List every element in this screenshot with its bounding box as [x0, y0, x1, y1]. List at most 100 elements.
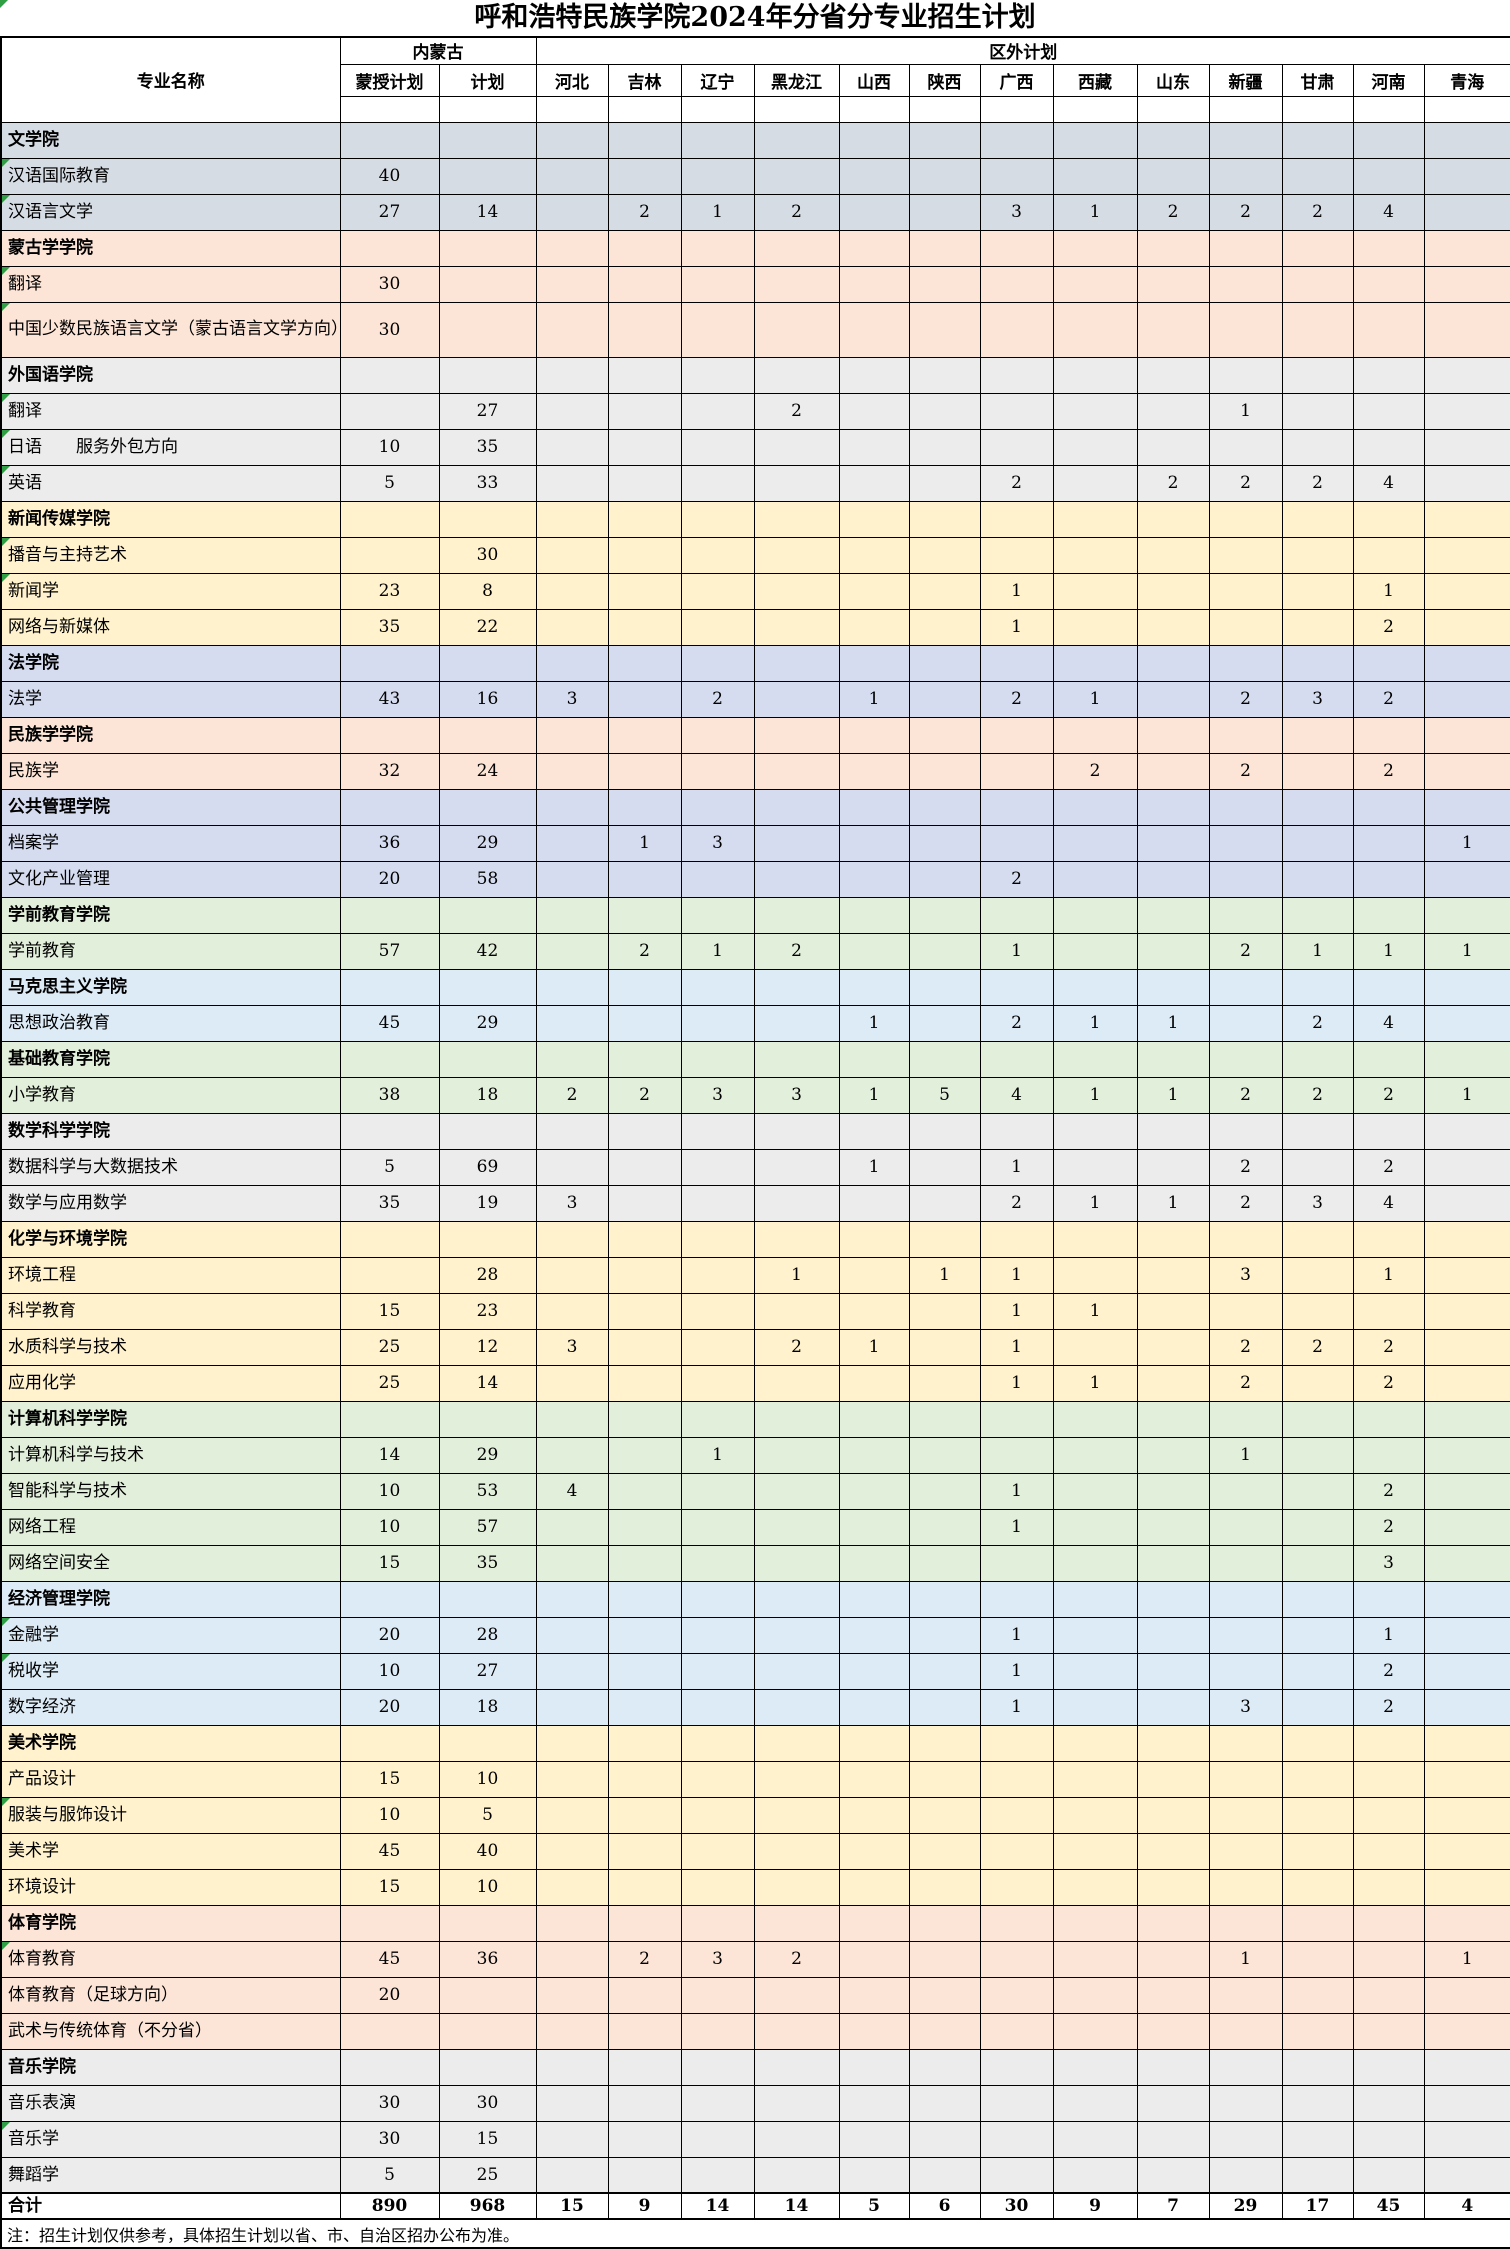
major-name-cell: 服装与服饰设计 [0, 1796, 341, 1834]
mengshou-plan-cell: 36 [339, 824, 440, 862]
province-plan-cell: 9 [607, 2192, 682, 2220]
province-plan-cell [1136, 932, 1210, 970]
province-plan-cell [908, 1400, 981, 1438]
jihua-plan-cell: 18 [438, 1688, 537, 1726]
province-plan-cell: 2 [1208, 1076, 1283, 1114]
province-plan-cell [535, 1400, 609, 1438]
province-plan-cell [1136, 968, 1210, 1006]
province-plan-cell [607, 2048, 682, 2086]
college-row: 化学与环境学院 [0, 1220, 1510, 1258]
province-plan-cell [1281, 896, 1354, 934]
province-plan-cell [1136, 428, 1210, 466]
province-plan-cell [1136, 2012, 1210, 2050]
province-plan-cell [1052, 536, 1138, 574]
province-plan-cell: 2 [753, 1328, 840, 1366]
province-plan-cell [753, 1364, 840, 1402]
major-name-cell: 思想政治教育 [0, 1004, 341, 1042]
province-plan-cell: 1 [1352, 572, 1425, 610]
province-plan-cell [838, 1472, 910, 1510]
province-plan-cell [535, 968, 609, 1006]
province-plan-cell [1208, 2084, 1283, 2122]
province-plan-cell [680, 536, 755, 574]
province-plan-cell [908, 1868, 981, 1906]
province-plan-cell: 4 [1352, 1184, 1425, 1222]
province-plan-cell [1281, 2120, 1354, 2158]
province-plan-cell [535, 2120, 609, 2158]
province-plan-cell: 3 [680, 1940, 755, 1978]
province-plan-cell [535, 788, 609, 826]
province-plan-cell [838, 1544, 910, 1582]
province-plan-cell: 15 [535, 2192, 609, 2220]
province-plan-cell: 9 [1052, 2192, 1138, 2220]
province-plan-cell [753, 752, 840, 790]
major-name-cell: 数字经济 [0, 1688, 341, 1726]
province-plan-cell: 2 [1208, 1184, 1283, 1222]
province-plan-cell [607, 1256, 682, 1294]
province-plan-cell: 1 [979, 1256, 1054, 1294]
province-plan-cell: 2 [1281, 193, 1354, 231]
province-plan-cell [1423, 1112, 1510, 1150]
jihua-plan-cell: 14 [438, 1364, 537, 1402]
major-row: 数据科学与大数据技术 5 69 1 1 2 2 [0, 1148, 1510, 1186]
province-plan-cell [1281, 1652, 1354, 1690]
total-label-cell: 合计 [0, 2192, 341, 2220]
province-plan-cell [607, 301, 682, 358]
province-plan-cell [680, 1616, 755, 1654]
province-plan-cell [1208, 1868, 1283, 1906]
college-row: 数学科学学院 [0, 1112, 1510, 1150]
province-plan-cell: 2 [753, 932, 840, 970]
major-row: 舞蹈学 5 25 [0, 2156, 1510, 2194]
province-plan-cell [1052, 860, 1138, 898]
jihua-plan-cell [438, 2012, 537, 2050]
province-plan-cell [908, 2156, 981, 2194]
mengshou-plan-cell: 20 [339, 1688, 440, 1726]
province-plan-cell [753, 1976, 840, 2014]
province-plan-cell [838, 121, 910, 159]
province-plan-cell [1423, 1652, 1510, 1690]
province-plan-cell [680, 2156, 755, 2194]
province-plan-cell [607, 1472, 682, 1510]
province-plan-cell [908, 193, 981, 231]
province-plan-cell [607, 608, 682, 646]
province-plan-cell [1208, 428, 1283, 466]
jihua-plan-cell: 30 [438, 2084, 537, 2122]
province-plan-cell [908, 1364, 981, 1402]
mengshou-plan-cell: 30 [339, 2120, 440, 2158]
province-plan-cell [1423, 428, 1510, 466]
mengshou-plan-cell [339, 2048, 440, 2086]
province-plan-cell [753, 1688, 840, 1726]
province-plan-cell [1136, 121, 1210, 159]
province-plan-cell [838, 1652, 910, 1690]
province-plan-cell [1423, 121, 1510, 159]
province-plan-cell [908, 608, 981, 646]
province-plan-cell [838, 1760, 910, 1798]
jihua-plan-cell: 25 [438, 2156, 537, 2194]
jihua-plan-cell: 30 [438, 536, 537, 574]
empty-cell [979, 95, 1054, 123]
province-plan-cell [908, 536, 981, 574]
province-plan-cell [753, 2048, 840, 2086]
province-plan-cell [1136, 2048, 1210, 2086]
province-plan-cell [1208, 1292, 1283, 1330]
college-name-cell: 蒙古学学院 [0, 229, 341, 267]
province-plan-cell [1208, 121, 1283, 159]
province-plan-cell [1423, 464, 1510, 502]
province-plan-cell [1281, 788, 1354, 826]
major-row: 应用化学 25 14 1 1 2 2 [0, 1364, 1510, 1402]
province-plan-cell [1423, 301, 1510, 358]
mengshou-plan-cell: 890 [339, 2192, 440, 2220]
province-plan-cell: 3 [680, 1076, 755, 1114]
province-plan-cell [753, 301, 840, 358]
major-name-cell: 学前教育 [0, 932, 341, 970]
jihua-plan-cell: 42 [438, 932, 537, 970]
province-plan-cell [908, 1004, 981, 1042]
province-plan-cell [1352, 1580, 1425, 1618]
province-plan-cell [1352, 428, 1425, 466]
province-plan-cell: 2 [1352, 1508, 1425, 1546]
mengshou-plan-cell: 27 [339, 193, 440, 231]
province-plan-cell [1281, 428, 1354, 466]
province-plan-cell [838, 608, 910, 646]
mengshou-plan-cell [339, 1220, 440, 1258]
province-plan-cell [1352, 536, 1425, 574]
province-plan-cell: 1 [607, 824, 682, 862]
